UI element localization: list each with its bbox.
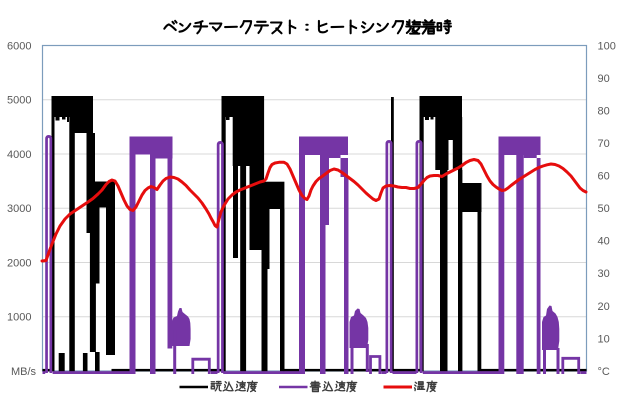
svg-text:20: 20 <box>598 301 610 313</box>
svg-text:70: 70 <box>598 138 610 150</box>
svg-text:2000: 2000 <box>7 257 31 269</box>
svg-text:40: 40 <box>598 236 610 248</box>
svg-text:MB/s: MB/s <box>11 366 37 378</box>
svg-text:1000: 1000 <box>7 312 31 324</box>
svg-text:90: 90 <box>598 73 610 85</box>
svg-text:5000: 5000 <box>7 95 31 107</box>
svg-text:100: 100 <box>598 40 616 52</box>
svg-text:4000: 4000 <box>7 149 31 161</box>
svg-text:60: 60 <box>598 171 610 183</box>
svg-text:°C: °C <box>598 366 610 378</box>
svg-text:30: 30 <box>598 268 610 280</box>
svg-text:80: 80 <box>598 106 610 118</box>
svg-text:10: 10 <box>598 333 610 345</box>
svg-text:6000: 6000 <box>7 40 31 52</box>
svg-text:3000: 3000 <box>7 203 31 215</box>
svg-text:50: 50 <box>598 203 610 215</box>
